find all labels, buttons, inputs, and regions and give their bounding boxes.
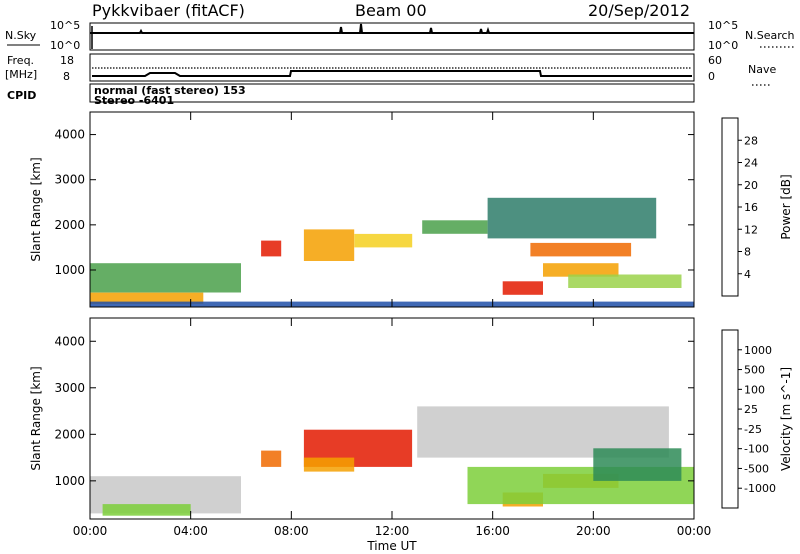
colorbar-tick-label: 20: [744, 179, 758, 192]
y-axis-title: Slant Range [km]: [29, 366, 43, 470]
x-axis-title: Time UT: [366, 539, 417, 553]
colorbar-frame: [721, 117, 739, 297]
x-tick-label: 08:00: [274, 524, 309, 538]
noise-trace: [90, 23, 694, 34]
date-title: 20/Sep/2012: [588, 1, 690, 20]
velocity-panel: 1000 2000 3000 4000 00:00 04:00 08:00 12:00 16:0…: [29, 317, 793, 538]
freq-tick-bottom: 8: [63, 70, 70, 83]
nsearch-tick-bottom: 10^0: [708, 39, 738, 52]
x-tick-label: 16:00: [475, 524, 510, 538]
nsearch-label: N.Search: [745, 29, 795, 42]
colorbar-tick-label: 1000: [744, 344, 772, 357]
velocity-region: [261, 450, 282, 467]
power-region: [530, 242, 632, 257]
y-tick-label: 1000: [54, 474, 85, 488]
nsky-tick-bottom: 10^0: [50, 39, 80, 52]
freq-label-2: [MHz]: [5, 68, 37, 81]
colorbar-tick-label: 28: [744, 134, 758, 147]
power-region: [422, 220, 488, 234]
y-tick-label: 1000: [54, 263, 85, 277]
colorbar-tick-label: -25: [744, 423, 762, 436]
colorbar-tick-label: 100: [744, 383, 765, 396]
power-region: [487, 197, 657, 239]
x-tick-label: 00:00: [677, 524, 712, 538]
cpid-label: CPID: [7, 89, 36, 102]
colorbar-title: Power [dB]: [779, 174, 793, 239]
nave-label: Nave: [748, 63, 776, 76]
colorbar-tick-label: 12: [744, 223, 758, 236]
power-region: [543, 263, 619, 277]
y-tick-label: 3000: [54, 381, 85, 395]
colorbar-tick-label: -500: [744, 462, 769, 475]
y-tick-label: 3000: [54, 173, 85, 187]
cpid-line-1: normal (fast stereo) 153: [94, 84, 246, 97]
colorbar-tick-label: 500: [744, 364, 765, 377]
colorbar-tick-label: 24: [744, 157, 758, 170]
y-tick-label: 2000: [54, 218, 85, 232]
power-region: [261, 240, 282, 257]
y-tick-label: 4000: [54, 334, 85, 348]
velocity-region: [303, 457, 355, 472]
nave-tick-bottom: 0: [708, 70, 715, 83]
power-panel: 1000 2000 3000 4000 Slant Range [km] 28 24 20 16…: [29, 111, 793, 308]
y-axis-title: Slant Range [km]: [29, 157, 43, 261]
colorbar-tick-label: -1000: [744, 482, 776, 495]
power-region: [90, 263, 241, 293]
colorbar-tick-label: 4: [744, 268, 751, 281]
colorbar-tick-label: -100: [744, 443, 769, 456]
x-tick-label: 20:00: [576, 524, 611, 538]
x-tick-label: 00:00: [73, 524, 108, 538]
power-region: [502, 281, 543, 295]
y-tick-label: 2000: [54, 427, 85, 441]
colorbar-tick-label: 8: [744, 246, 751, 259]
cpid-panel: [89, 83, 695, 103]
power-region: [90, 292, 204, 304]
velocity-region: [593, 448, 682, 481]
beam-title: Beam 00: [355, 1, 427, 20]
velocity-region: [102, 504, 191, 516]
freq-panel: [89, 53, 695, 82]
noise-panel: [89, 22, 695, 51]
colorbar-tick-label: 25: [744, 403, 758, 416]
colorbar-frame: [721, 329, 739, 509]
colorbar-tick-label: 16: [744, 201, 758, 214]
nave-tick-top: 60: [708, 54, 722, 67]
freq-label-1: Freq.: [7, 54, 34, 67]
nsky-tick-top: 10^5: [50, 19, 80, 32]
x-tick-label: 04:00: [173, 524, 208, 538]
x-tick-label: 12:00: [375, 524, 410, 538]
freq-tick-top: 18: [60, 54, 74, 67]
freq-trace: [92, 70, 692, 77]
power-region: [568, 274, 682, 288]
cpid-line-2: Stereo -6401: [94, 94, 174, 107]
radar-title: Pykkvibaer (fitACF): [92, 1, 245, 20]
colorbar-title: Velocity [m s^-1]: [779, 367, 793, 471]
nsearch-tick-top: 10^5: [708, 19, 738, 32]
y-tick-label: 4000: [54, 128, 85, 142]
power-region: [354, 233, 413, 248]
nsky-label: N.Sky: [5, 29, 37, 42]
power-region: [303, 229, 355, 261]
